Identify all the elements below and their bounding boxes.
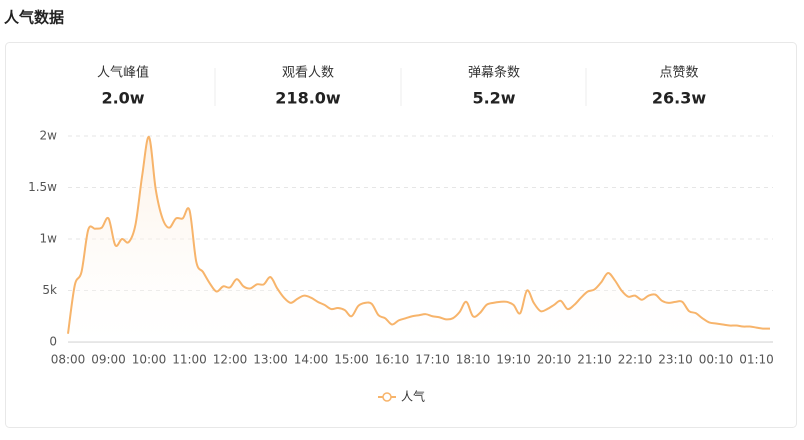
page-title: 人气数据 xyxy=(4,9,64,27)
stat-label: 点赞数 xyxy=(659,66,698,81)
y-tick-label: 1.5w xyxy=(28,180,57,194)
x-tick-label: 12:00 xyxy=(213,353,248,367)
y-tick-label: 5k xyxy=(42,283,57,297)
x-tick-label: 23:10 xyxy=(658,353,693,367)
stat-value: 26.3w xyxy=(652,89,706,108)
line xyxy=(67,136,771,334)
legend-marker xyxy=(382,392,392,402)
stat-label: 人气峰值 xyxy=(97,65,149,81)
x-tick-label: 15:00 xyxy=(334,353,369,367)
stat-value: 5.2w xyxy=(472,89,515,108)
stat-label: 观看人数 xyxy=(282,65,334,81)
x-tick-label: 13:00 xyxy=(253,353,288,367)
x-tick-label: 21:10 xyxy=(577,353,612,367)
x-tick-label: 18:10 xyxy=(456,353,491,367)
x-tick-label: 01:10 xyxy=(739,353,774,367)
x-tick-label: 20:10 xyxy=(537,353,572,367)
y-tick-label: 2w xyxy=(40,129,58,143)
area xyxy=(68,136,770,342)
y-tick-label: 0 xyxy=(49,335,57,349)
y-tick-label: 1w xyxy=(40,232,58,246)
x-tick-label: 09:00 xyxy=(91,353,126,367)
stat-value: 2.0w xyxy=(101,89,144,108)
x-tick-label: 14:00 xyxy=(294,353,329,367)
x-tick-label: 10:00 xyxy=(132,353,167,367)
x-tick-label: 16:10 xyxy=(375,353,410,367)
x-tick-label: 17:10 xyxy=(415,353,450,367)
x-tick-label: 00:10 xyxy=(699,353,734,367)
x-tick-label: 22:10 xyxy=(618,353,653,367)
x-tick-label: 11:00 xyxy=(172,353,207,367)
stat-value: 218.0w xyxy=(275,89,341,108)
stat-label: 弹幕条数 xyxy=(468,65,520,81)
legend-label: 人气 xyxy=(401,389,425,404)
x-tick-label: 08:00 xyxy=(51,353,86,367)
x-tick-label: 19:10 xyxy=(496,353,531,367)
